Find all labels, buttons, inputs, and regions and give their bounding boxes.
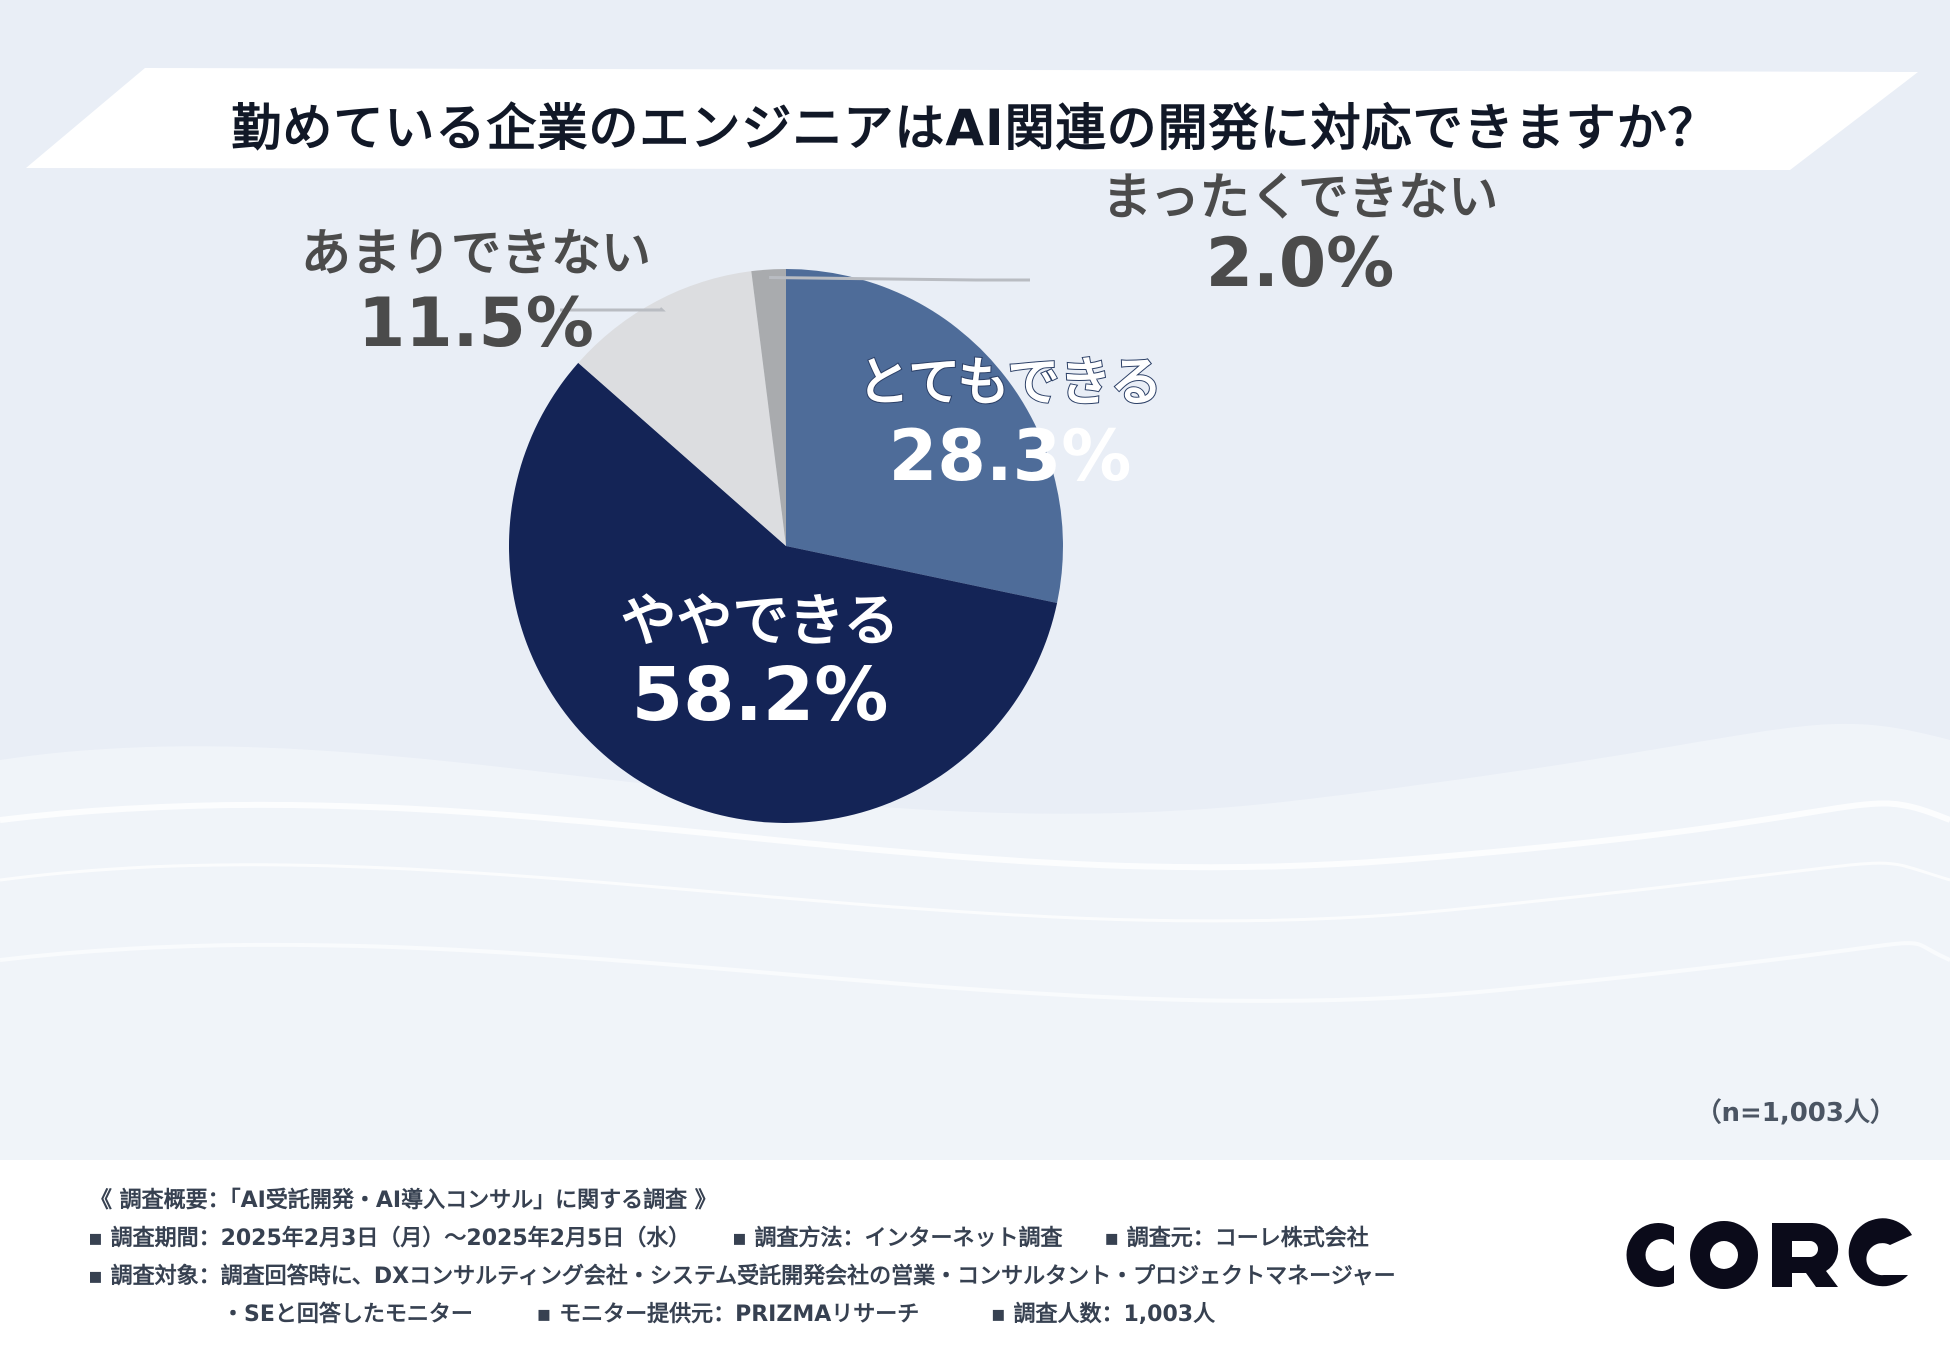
chart-title: 勤めている企業のエンジニアはAI関連の開発に対応できますか？ bbox=[231, 99, 1719, 157]
slice-label-not-at-all-able: まったくできない bbox=[1102, 168, 1499, 226]
pie-slice-somewhat-able bbox=[508, 362, 1058, 824]
slice-value-not-very-able: 11.5% bbox=[358, 284, 594, 363]
survey-overview: 《 調査概要：「AI受託開発・AI導入コンサル」に関する調査 》 bbox=[90, 1188, 717, 1213]
leader-line-not-at-all-able bbox=[769, 276, 1030, 282]
survey-target-line2: ・SEと回答したモニター ▪ モニター提供元：PRIZMAリサーチ ▪ 調査人数… bbox=[222, 1296, 1249, 1328]
slice-label-not-very-able: あまりできない bbox=[301, 224, 651, 282]
leader-line-not-very-able bbox=[560, 307, 666, 312]
slice-value-very-able: 28.3% bbox=[889, 415, 1132, 497]
survey-target-cont: ・SEと回答したモニター bbox=[222, 1302, 473, 1327]
pie-slice-not-at-all-able bbox=[751, 269, 786, 546]
pie-slice-very-able bbox=[786, 269, 1063, 604]
survey-footer: 《 調査概要：「AI受託開発・AI導入コンサル」に関する調査 》 ▪ 調査期間：… bbox=[0, 1160, 1950, 1350]
title-banner bbox=[26, 68, 1918, 170]
sample-size-note: （n=1,003人） bbox=[1695, 1098, 1896, 1128]
survey-target: ▪ 調査対象：調査回答時に、DXコンサルティング会社・システム受託開発会社の営業… bbox=[88, 1264, 1396, 1289]
background-waves bbox=[0, 800, 1950, 1003]
pie-slice-not-very-able bbox=[578, 271, 786, 546]
survey-source: ▪ 調査元：コーレ株式会社 bbox=[1104, 1226, 1369, 1251]
slice-label-very-able: とてもできる bbox=[858, 353, 1163, 413]
survey-meta-line: ▪ 調査期間：2025年2月3日（月）〜2025年2月5日（水） ▪ 調査方法：… bbox=[88, 1220, 1403, 1252]
slice-value-not-at-all-able: 2.0% bbox=[1206, 224, 1395, 303]
survey-provider: ▪ モニター提供元：PRIZMAリサーチ bbox=[536, 1302, 920, 1327]
survey-period: ▪ 調査期間：2025年2月3日（月）〜2025年2月5日（水） bbox=[88, 1226, 691, 1251]
slice-label-somewhat-able: ややできる bbox=[621, 589, 900, 654]
survey-respondents: ▪ 調査人数：1,003人 bbox=[990, 1302, 1216, 1327]
slice-value-somewhat-able: 58.2% bbox=[632, 652, 889, 738]
survey-method: ▪ 調査方法：インターネット調査 bbox=[731, 1226, 1063, 1251]
core-logo bbox=[1626, 1218, 1912, 1289]
